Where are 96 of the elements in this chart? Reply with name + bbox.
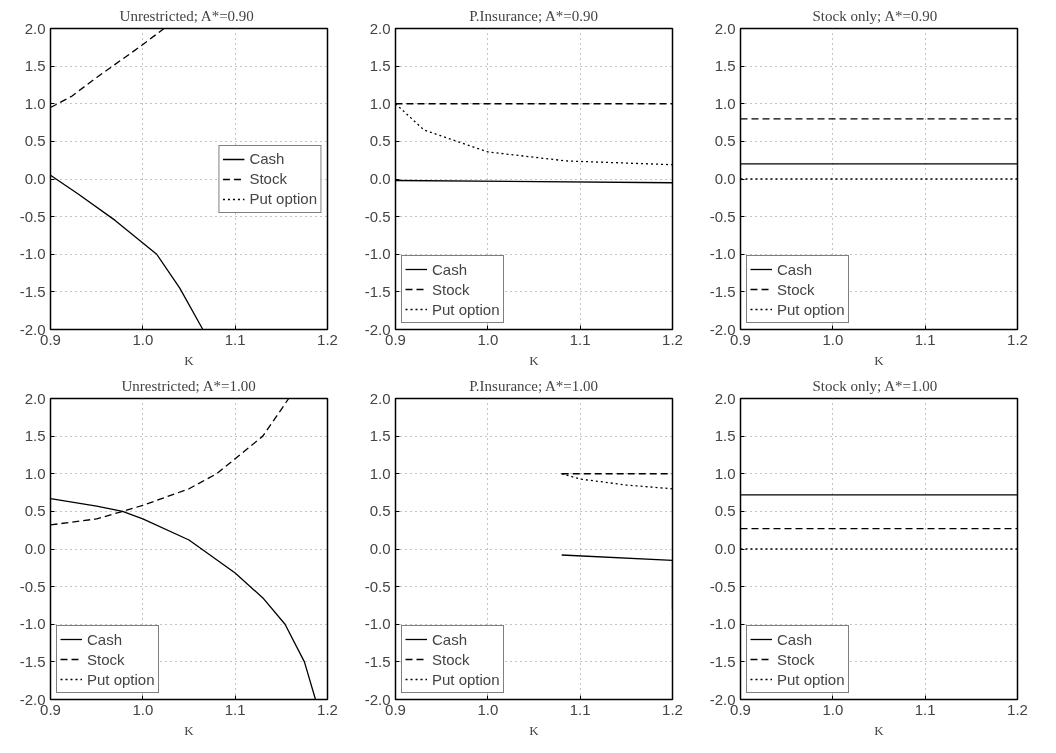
x-axis-title: K <box>874 722 885 738</box>
y-tick-label: 1.5 <box>369 57 391 75</box>
y-tick-label: 0.0 <box>24 540 46 557</box>
y-tick-label: 2.0 <box>714 389 736 407</box>
y-tick-label: 1.5 <box>369 427 391 445</box>
x-axis-title: K <box>874 352 885 368</box>
y-tick-label: 1.0 <box>714 94 736 112</box>
chart-title: Stock only; A*=0.90 <box>812 7 938 24</box>
y-tick-label: -1.0 <box>19 245 46 263</box>
y-tick-label: 0.0 <box>714 170 736 187</box>
y-tick-label: -1.5 <box>709 652 736 670</box>
y-tick-label: 0.0 <box>369 540 391 557</box>
y-tick-label: 2.0 <box>24 389 46 407</box>
y-tick-label: 1.0 <box>369 94 391 112</box>
y-tick-label: 1.5 <box>714 57 736 75</box>
x-tick-label: 1.1 <box>224 700 246 718</box>
x-axis-title: K <box>529 722 540 738</box>
y-tick-label: -0.5 <box>19 577 46 595</box>
y-tick-label: -0.5 <box>709 207 736 225</box>
y-tick-label: 0.0 <box>24 170 46 187</box>
x-tick-label: 1.0 <box>822 330 844 348</box>
y-tick-label: 1.0 <box>24 464 46 482</box>
legend-label: Stock <box>777 280 815 298</box>
y-tick-label: 1.5 <box>24 57 46 75</box>
y-tick-label: -1.0 <box>709 615 736 633</box>
legend-label: Stock <box>432 280 470 298</box>
x-tick-label: 1.0 <box>132 700 154 718</box>
y-tick-label: -1.0 <box>364 245 391 263</box>
legend-label: Cash <box>87 630 123 648</box>
y-tick-label: 0.5 <box>369 132 391 150</box>
x-tick-label: 1.2 <box>1007 330 1028 348</box>
x-tick-label: 1.2 <box>1007 700 1028 718</box>
y-tick-label: 0.5 <box>369 502 391 520</box>
legend-label: Put option <box>432 300 500 318</box>
x-axis-title: K <box>529 352 540 368</box>
y-tick-label: -0.5 <box>364 577 391 595</box>
chart-title: Stock only; A*=1.00 <box>812 377 938 394</box>
legend-label: Put option <box>432 670 500 688</box>
y-tick-label: 0.5 <box>714 502 736 520</box>
legend-label: Put option <box>777 670 845 688</box>
x-tick-label: 1.1 <box>224 330 246 348</box>
y-tick-label: 2.0 <box>714 19 736 37</box>
legend-label: Cash <box>432 630 468 648</box>
x-tick-label: 1.1 <box>914 700 936 718</box>
x-axis-title: K <box>184 722 195 738</box>
legend-label: Put option <box>87 670 155 688</box>
x-tick-label: 1.1 <box>569 700 591 718</box>
y-tick-label: 0.0 <box>714 540 736 557</box>
legend-label: Cash <box>777 630 813 648</box>
y-tick-label: 1.5 <box>24 427 46 445</box>
legend-label: Stock <box>432 650 470 668</box>
y-tick-label: 0.5 <box>24 132 46 150</box>
x-tick-label: 1.0 <box>477 700 499 718</box>
y-tick-label: -1.0 <box>364 615 391 633</box>
x-tick-label: 1.0 <box>477 330 499 348</box>
y-tick-label: 1.0 <box>24 94 46 112</box>
x-tick-label: 1.0 <box>132 330 154 348</box>
y-tick-label: 0.5 <box>24 502 46 520</box>
y-tick-label: -0.5 <box>709 577 736 595</box>
x-tick-label: 1.2 <box>317 330 338 348</box>
legend-label: Stock <box>249 170 287 187</box>
y-tick-label: 0.5 <box>714 132 736 150</box>
x-tick-label: 1.2 <box>662 700 683 718</box>
y-tick-label: -1.5 <box>19 652 46 670</box>
x-tick-label: 1.2 <box>317 700 338 718</box>
y-tick-label: 1.5 <box>714 427 736 445</box>
legend-label: Put option <box>777 300 845 318</box>
legend-label: Put option <box>249 190 317 207</box>
y-tick-label: -1.5 <box>364 652 391 670</box>
legend-label: Cash <box>432 260 468 278</box>
y-tick-label: 2.0 <box>369 19 391 37</box>
x-tick-label: 1.1 <box>569 330 591 348</box>
legend-label: Cash <box>777 260 813 278</box>
chart-title: Unrestricted; A*=0.90 <box>119 7 254 24</box>
y-tick-label: 2.0 <box>369 389 391 407</box>
legend-label: Cash <box>249 150 285 167</box>
chart-title: P.Insurance; A*=1.00 <box>469 377 599 394</box>
y-tick-label: -1.5 <box>364 282 391 300</box>
y-tick-label: 1.0 <box>369 464 391 482</box>
y-tick-label: 2.0 <box>24 19 46 37</box>
y-tick-label: 0.0 <box>369 170 391 187</box>
legend-label: Stock <box>777 650 815 668</box>
y-tick-label: -0.5 <box>364 207 391 225</box>
y-tick-label: -1.5 <box>19 282 46 300</box>
y-tick-label: -1.0 <box>709 245 736 263</box>
chart-title: P.Insurance; A*=0.90 <box>469 7 599 24</box>
x-tick-label: 1.2 <box>662 330 683 348</box>
y-tick-label: -1.5 <box>709 282 736 300</box>
chart-title: Unrestricted; A*=1.00 <box>121 377 256 394</box>
x-tick-label: 1.1 <box>914 330 936 348</box>
y-tick-label: 1.0 <box>714 464 736 482</box>
y-tick-label: -1.0 <box>19 615 46 633</box>
legend-label: Stock <box>87 650 125 668</box>
x-tick-label: 1.0 <box>822 700 844 718</box>
x-axis-title: K <box>184 352 195 368</box>
y-tick-label: -0.5 <box>19 207 46 225</box>
